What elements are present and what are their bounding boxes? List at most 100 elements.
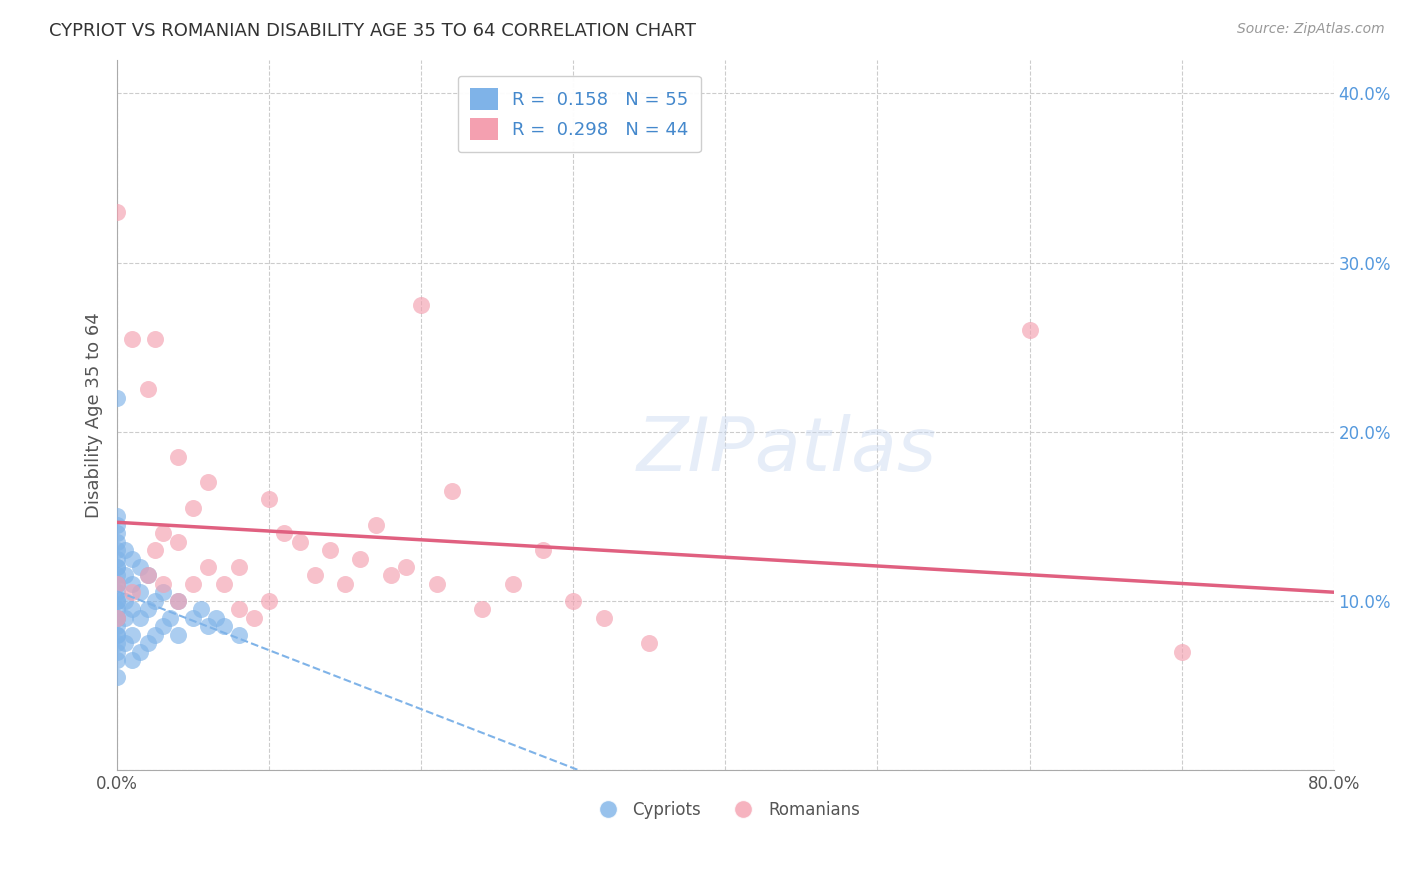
Point (243, 611, 266, 625)
Point (159, 611, 181, 625)
Point (152, 585, 174, 599)
Point (105, 670, 128, 684)
Point (136, 568, 159, 582)
Point (121, 332, 143, 346)
Point (319, 543, 342, 558)
Point (105, 543, 128, 558)
Point (105, 560, 128, 574)
Point (129, 560, 152, 574)
Point (471, 602, 494, 616)
Point (212, 577, 235, 591)
Point (380, 568, 402, 582)
Point (531, 543, 554, 558)
Point (440, 483, 463, 498)
Point (592, 611, 614, 625)
Point (364, 517, 387, 532)
Point (105, 509, 128, 524)
Point (114, 594, 136, 608)
Point (105, 602, 128, 616)
Point (105, 611, 128, 625)
Point (395, 560, 418, 574)
Point (562, 594, 585, 608)
Point (121, 628, 143, 642)
Point (257, 492, 280, 507)
Point (105, 391, 128, 405)
Point (181, 611, 204, 625)
Point (143, 594, 166, 608)
Point (349, 551, 371, 566)
Point (136, 602, 159, 616)
Text: ZIPatlas: ZIPatlas (636, 414, 936, 486)
Point (167, 534, 190, 549)
Point (181, 577, 204, 591)
Text: Source: ZipAtlas.com: Source: ZipAtlas.com (1237, 22, 1385, 37)
Point (121, 653, 143, 667)
Point (638, 636, 661, 650)
Point (105, 204, 128, 219)
Point (1018, 323, 1040, 337)
Point (114, 636, 136, 650)
Point (228, 602, 250, 616)
Point (121, 585, 143, 599)
Y-axis label: Disability Age 35 to 64: Disability Age 35 to 64 (86, 312, 103, 517)
Point (228, 560, 250, 574)
Point (181, 500, 204, 515)
Point (114, 568, 136, 582)
Point (152, 526, 174, 541)
Point (105, 577, 128, 591)
Point (105, 644, 128, 658)
Point (197, 619, 219, 633)
Point (205, 611, 228, 625)
Point (167, 450, 190, 464)
Point (502, 577, 524, 591)
Point (105, 653, 128, 667)
Point (105, 611, 128, 625)
Point (143, 628, 166, 642)
Point (105, 560, 128, 574)
Point (129, 585, 152, 599)
Point (288, 534, 311, 549)
Point (167, 628, 190, 642)
Point (105, 619, 128, 633)
Point (105, 628, 128, 642)
Point (1170, 644, 1192, 658)
Point (335, 577, 357, 591)
Point (167, 594, 190, 608)
Point (425, 577, 447, 591)
Point (105, 534, 128, 549)
Point (197, 560, 219, 574)
Point (228, 628, 250, 642)
Point (121, 551, 143, 566)
Point (105, 577, 128, 591)
Point (152, 619, 174, 633)
Point (105, 636, 128, 650)
Point (105, 517, 128, 532)
Legend: Cypriots, Romanians: Cypriots, Romanians (585, 794, 866, 826)
Point (129, 644, 152, 658)
Point (190, 602, 212, 616)
Point (121, 577, 143, 591)
Point (129, 611, 152, 625)
Point (304, 568, 326, 582)
Point (105, 594, 128, 608)
Point (105, 551, 128, 566)
Point (197, 475, 219, 490)
Point (143, 332, 166, 346)
Point (136, 636, 159, 650)
Point (105, 594, 128, 608)
Point (212, 619, 235, 633)
Point (105, 526, 128, 541)
Point (105, 568, 128, 582)
Point (105, 585, 128, 599)
Point (152, 577, 174, 591)
Point (273, 526, 295, 541)
Point (114, 543, 136, 558)
Point (121, 602, 143, 616)
Point (136, 383, 159, 397)
Point (114, 611, 136, 625)
Point (105, 628, 128, 642)
Point (257, 594, 280, 608)
Point (136, 568, 159, 582)
Point (411, 298, 433, 312)
Point (143, 543, 166, 558)
